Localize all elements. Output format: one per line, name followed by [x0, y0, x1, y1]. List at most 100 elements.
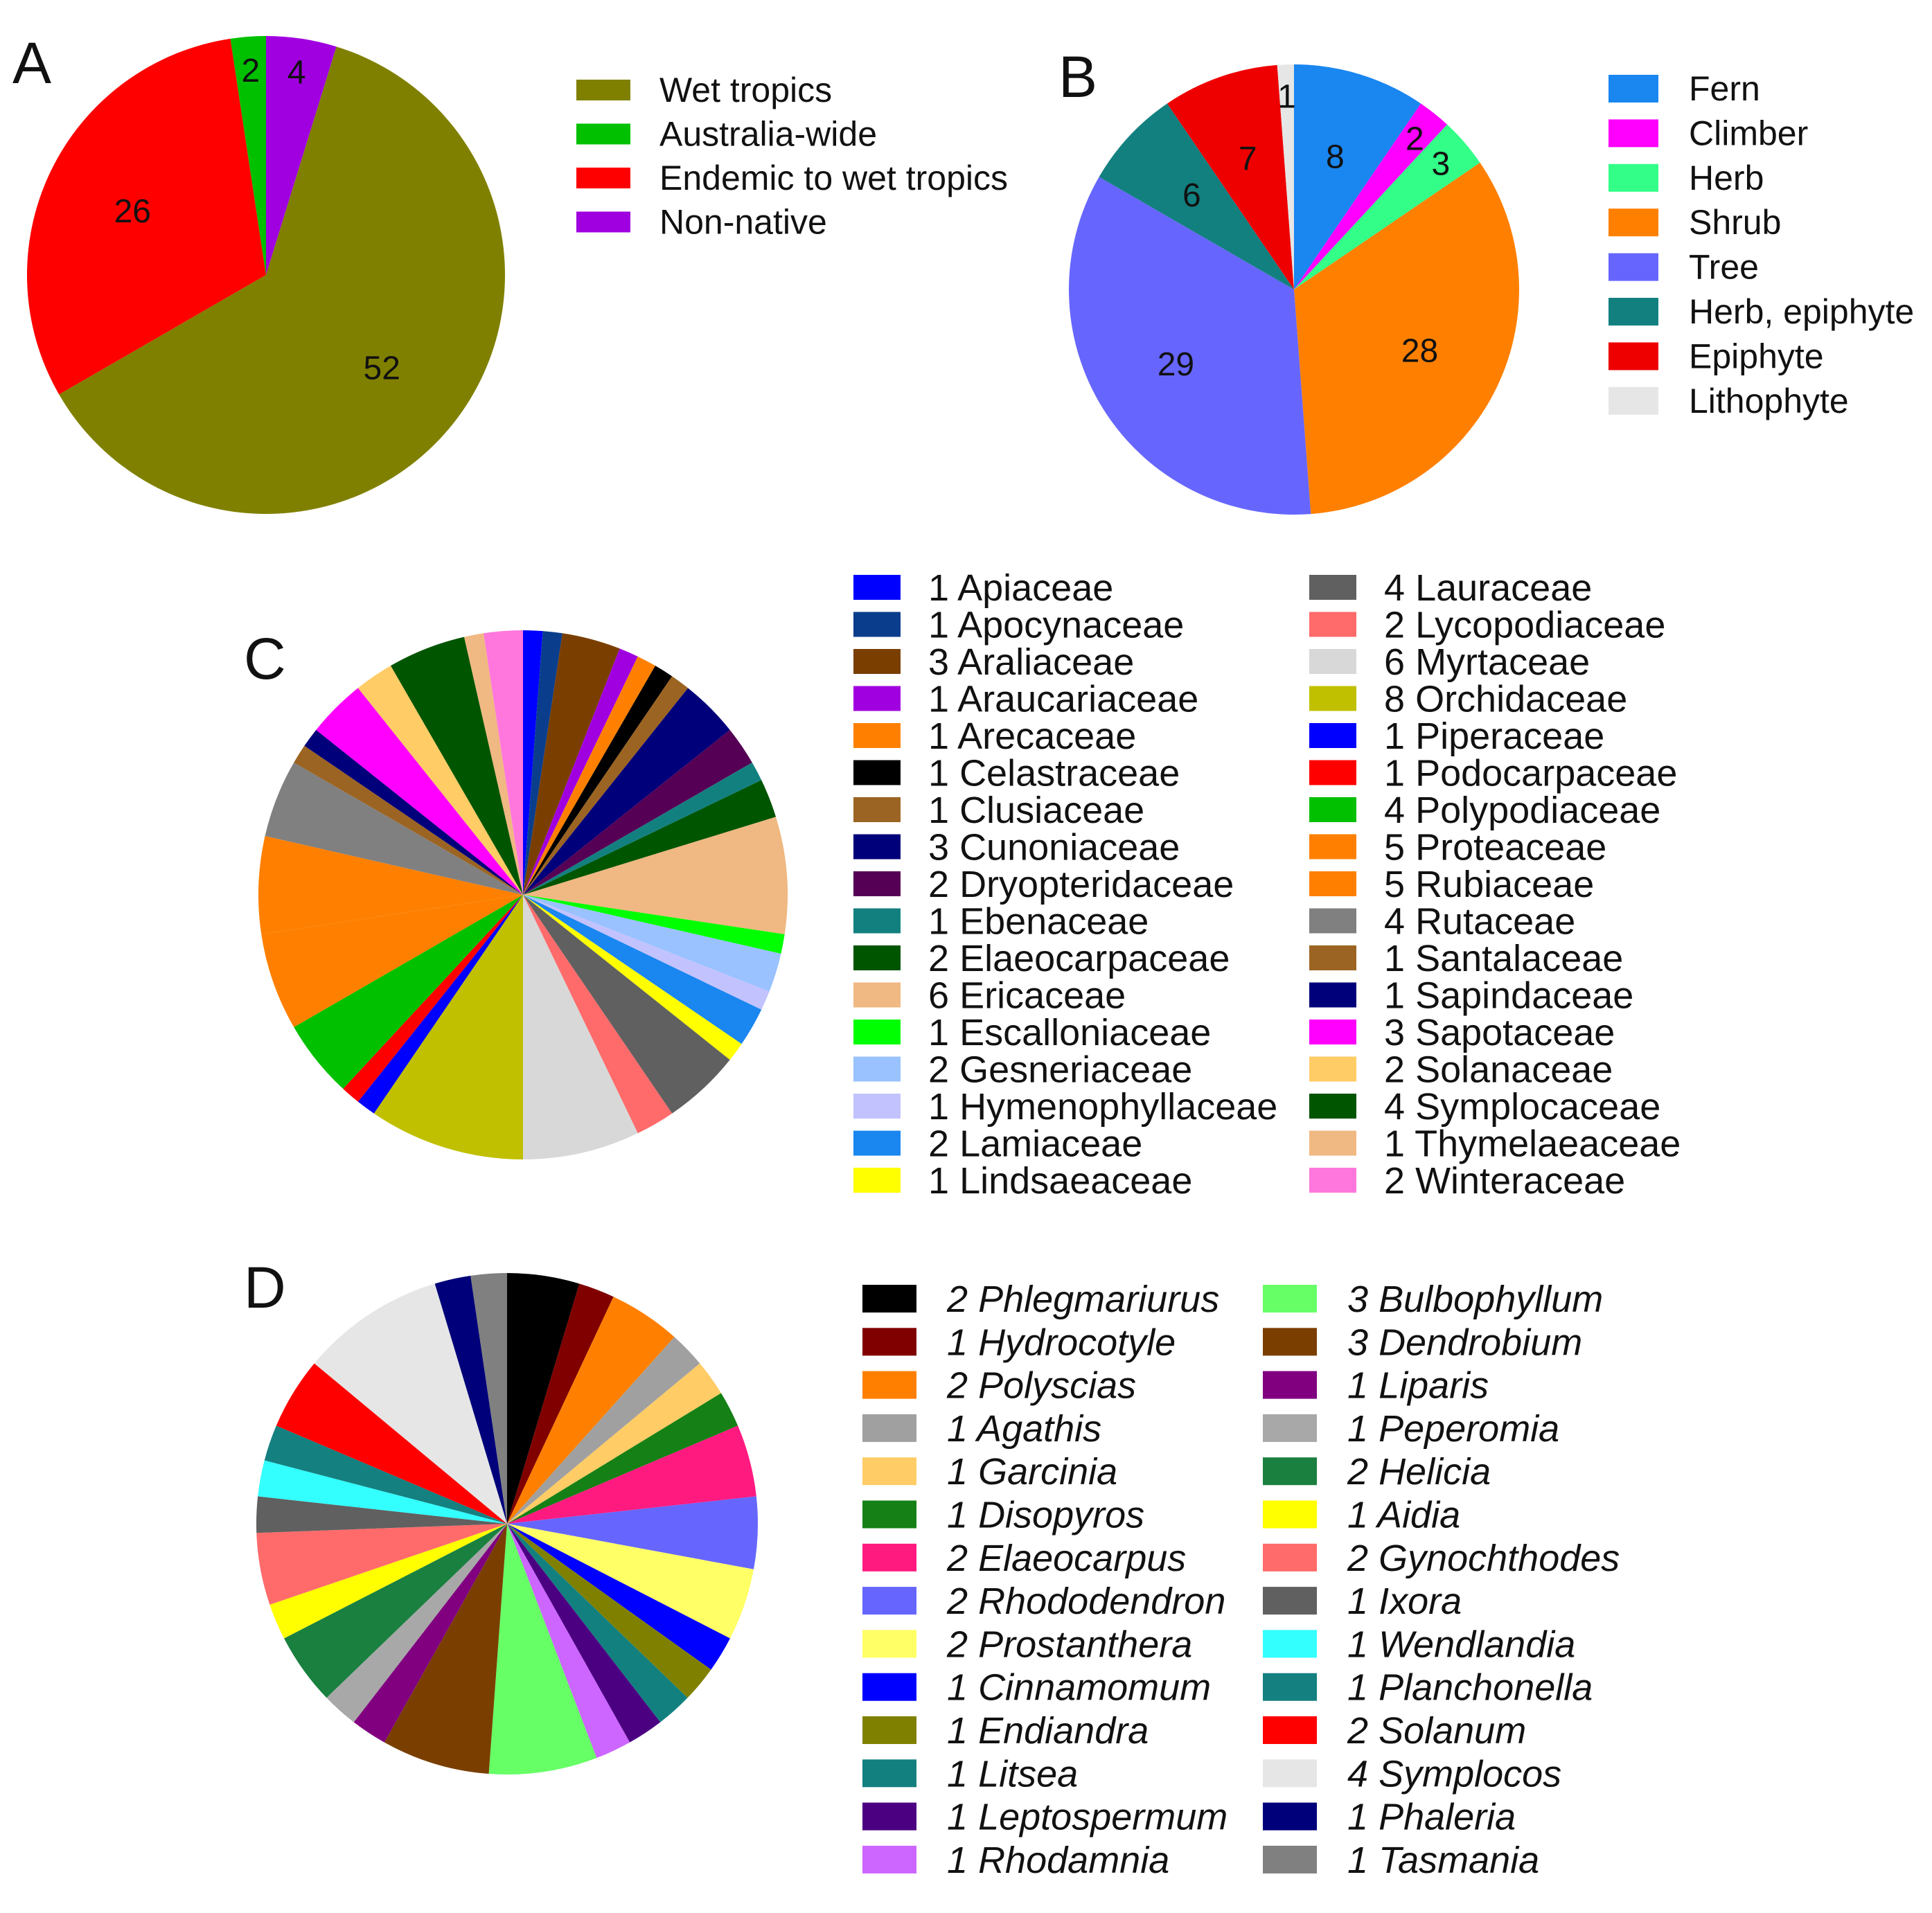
panel-c-legend-label-lycopodiaceae: 2 Lycopodiaceae — [1384, 605, 1665, 646]
panel-d-legend-name-planchonella: Planchonella — [1379, 1667, 1593, 1709]
panel-c-legend-count-orchidaceae: 8 — [1384, 679, 1405, 720]
panel-d-legend-label-helicia: 2 Helicia — [1347, 1451, 1491, 1493]
panel-c-legend-count-elaeocarpaceae: 2 — [928, 938, 949, 979]
panel-c-legend-name-lindsaeaceae: Lindsaeaceae — [959, 1160, 1192, 1202]
panel-c-legend-name-celastraceae: Celastraceae — [959, 753, 1180, 794]
panel-a-value-label-australia-wide: 2 — [241, 53, 260, 89]
panel-c-legend-count-ericaceae: 6 — [928, 975, 949, 1017]
panel-c-legend-name-symplocaceae: Symplocaceae — [1415, 1086, 1660, 1128]
panel-b-value-label-shrub: 28 — [1401, 332, 1438, 369]
panel-d-legend-name-dendrobium: Dendrobium — [1379, 1322, 1582, 1363]
panel-b-legend-name-herb: Herb — [1689, 159, 1764, 197]
panel-b-slice-tree — [1068, 177, 1311, 515]
panel-d-slice-endiandra — [507, 1524, 711, 1698]
panel-c-legend-count-lycopodiaceae: 2 — [1384, 605, 1405, 646]
panel-d-legend-count-cinnamomum: 1 — [947, 1667, 968, 1709]
panel-d-legend-swatch-endiandra — [862, 1716, 916, 1744]
panel-c-legend-label-rutaceae: 4 Rutaceae — [1384, 901, 1575, 943]
panel-d-legend-label-elaeocarpus: 2 Elaeocarpus — [946, 1538, 1186, 1579]
panel-c-legend-swatch-apocynaceae — [853, 612, 901, 637]
panel-d-legend-swatch-tasmania — [1263, 1845, 1317, 1874]
panel-c-slice-piperaceae — [357, 895, 523, 1114]
panel-d-legend-label-rhodamnia: 1 Rhodamnia — [947, 1840, 1169, 1881]
panel-c-legend-count-gesneriaceae: 2 — [928, 1049, 949, 1091]
panel-b-legend-swatch-herb-epiphyte — [1608, 298, 1658, 326]
panel-c-legend-name-lycopodiaceae: Lycopodiaceae — [1415, 605, 1665, 646]
panel-c-legend-swatch-lauraceae — [1309, 575, 1356, 600]
panel-b-slice-lithophyte — [1277, 64, 1294, 290]
panel-c-legend-swatch-sapotaceae — [1309, 1020, 1356, 1044]
panel-c-legend-label-lindsaeaceae: 1 Lindsaeaceae — [928, 1160, 1192, 1202]
panel-b-value-label-fern: 8 — [1326, 139, 1345, 176]
panel-c-legend-label-araliaceae: 3 Araliaceae — [928, 641, 1134, 683]
panel-d-slice-agathis — [507, 1337, 700, 1524]
panel-d-legend-label-liparis: 1 Liparis — [1347, 1365, 1489, 1407]
panel-c-legend-count-sapotaceae: 3 — [1384, 1012, 1405, 1053]
panel-c-legend-label-sapotaceae: 3 Sapotaceae — [1384, 1012, 1615, 1053]
panel-c-legend-name-cunoniaceae: Cunoniaceae — [959, 827, 1180, 869]
panel-c-legend-swatch-rutaceae — [1309, 908, 1356, 934]
panel-a-legend-label-endemic-to-wet-tropics: Endemic to wet tropics — [659, 159, 1008, 197]
panel-a-slice-non-native — [266, 36, 337, 275]
panel-c-legend-count-dryopteridaceae: 2 — [928, 864, 949, 905]
panel-d-legend-name-phaleria: Phaleria — [1379, 1797, 1516, 1838]
panel-d-slice-liparis — [353, 1524, 507, 1743]
panel-c-legend-swatch-proteaceae — [1309, 834, 1356, 860]
panel-d-legend-name-rhodamnia: Rhodamnia — [978, 1840, 1169, 1881]
panel-d-legend-label-phlegmariurus: 2 Phlegmariurus — [946, 1279, 1219, 1320]
panel-c-legend-name-sapotaceae: Sapotaceae — [1415, 1012, 1615, 1053]
panel-d-legend-name-aidia: Aidia — [1375, 1495, 1460, 1536]
panel-a-legend-name-endemic-to-wet-tropics: Endemic to wet tropics — [659, 159, 1008, 197]
panel-c-legend-swatch-orchidaceae — [1309, 686, 1356, 711]
panel-d-legend-name-wendlandia: Wendlandia — [1379, 1623, 1575, 1665]
panel-d-legend-label-litsea: 1 Litsea — [947, 1753, 1078, 1795]
panel-c-legend-name-sapindaceae: Sapindaceae — [1415, 975, 1633, 1017]
panel-c-legend-name-hymenophyllaceae: Hymenophyllaceae — [959, 1086, 1277, 1128]
panel-b-legend-name-lithophyte: Lithophyte — [1689, 382, 1849, 420]
panel-a-legend-label-australia-wide: Australia-wide — [659, 115, 877, 154]
panel-c-legend-label-rubiaceae: 5 Rubiaceae — [1384, 864, 1594, 905]
panel-c-legend-label-cunoniaceae: 3 Cunoniaceae — [928, 827, 1180, 869]
panel-b-value-label-climber: 2 — [1406, 121, 1424, 158]
panel-d-legend-count-wendlandia: 1 — [1347, 1623, 1368, 1665]
panel-d-legend-count-elaeocarpus: 2 — [946, 1538, 968, 1579]
panel-b-legend-name-tree: Tree — [1689, 248, 1759, 287]
panel-b-slice-climber — [1294, 103, 1448, 290]
panel-c-legend-name-escalloniaceae: Escalloniaceae — [959, 1012, 1211, 1053]
panel-d-legend-count-bulbophyllum: 3 — [1347, 1279, 1368, 1320]
panel-c-legend-name-apocynaceae: Apocynaceae — [957, 605, 1184, 646]
panel-d-slice-polyscias — [507, 1297, 675, 1524]
panel-c-legend-name-araucariaceae: Araucariaceae — [957, 679, 1198, 720]
panel-d-slice-leptospermum — [507, 1524, 661, 1743]
panel-c-legend-swatch-lamiaceae — [853, 1130, 901, 1156]
panel-d-legend-swatch-aidia — [1263, 1500, 1317, 1529]
panel-d-legend-swatch-phlegmariurus — [862, 1285, 916, 1313]
panel-d-legend-count-leptospermum: 1 — [947, 1797, 968, 1838]
panel-b-legend-label-herb: Herb — [1689, 159, 1764, 197]
panel-c-slice-lycopodiaceae — [523, 895, 673, 1134]
panel-d-legend-label-disopyros: 1 Disopyros — [947, 1495, 1144, 1536]
panel-a-slice-endemic-to-wet-tropics — [26, 38, 266, 395]
panel-c-slice-polypodiaceae — [294, 895, 523, 1089]
panel-c-legend-count-cunoniaceae: 3 — [928, 827, 949, 869]
panel-c-legend-count-rubiaceae: 5 — [1384, 864, 1405, 905]
panel-d-legend-count-litsea: 1 — [947, 1753, 968, 1795]
panel-c-legend-count-ebenaceae: 1 — [928, 901, 949, 943]
panel-d-legend-count-symplocos: 4 — [1347, 1753, 1368, 1795]
panel-c-legend-count-proteaceae: 5 — [1384, 827, 1405, 869]
panel-d-legend-label-leptospermum: 1 Leptospermum — [947, 1797, 1228, 1838]
panel-d-legend-swatch-wendlandia — [1263, 1630, 1317, 1658]
panel-c-legend-count-araucariaceae: 1 — [928, 679, 949, 720]
panel-c-slice-lauraceae — [523, 895, 730, 1114]
panel-d-legend-label-aidia: 1 Aidia — [1347, 1495, 1460, 1536]
panel-b-slice-shrub — [1294, 162, 1520, 515]
panel-c-legend-count-escalloniaceae: 1 — [928, 1012, 949, 1053]
panel-b-legend-name-epiphyte: Epiphyte — [1689, 337, 1824, 375]
panel-d-legend-swatch-prostanthera — [862, 1630, 916, 1658]
panel-d-legend-label-garcinia: 1 Garcinia — [947, 1451, 1117, 1493]
panel-c-legend-swatch-santalaceae — [1309, 945, 1356, 970]
panel-d-legend-swatch-polyscias — [862, 1371, 916, 1399]
panel-c-legend-name-apiaceae: Apiaceae — [957, 567, 1113, 609]
panel-b-letter: B — [1058, 44, 1097, 109]
